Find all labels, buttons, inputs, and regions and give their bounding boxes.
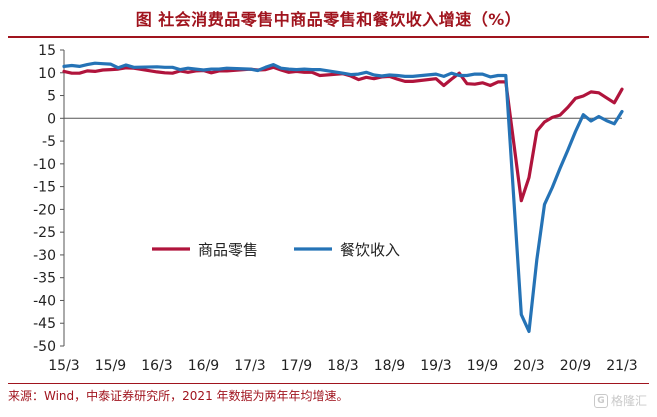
series-line-goods-retail: [62, 65, 624, 203]
y-tick-label: 15: [38, 43, 56, 59]
y-tick-label: 0: [47, 111, 56, 127]
x-tick-label: 16/3: [141, 358, 172, 374]
x-tick-label: 18/3: [327, 358, 358, 374]
legend-label: 商品零售: [198, 241, 258, 259]
title-rule: [8, 36, 649, 38]
x-tick-label: 16/9: [188, 358, 219, 374]
y-tick-label: -30: [33, 248, 56, 264]
x-tick-label: 20/3: [513, 358, 544, 374]
x-tick-label: 15/9: [95, 358, 126, 374]
y-tick-label: -5: [42, 134, 56, 150]
y-tick-label: -10: [33, 157, 56, 173]
x-tick-label: 21/3: [606, 358, 637, 374]
x-tick-label: 17/9: [281, 358, 312, 374]
watermark-text: 格隆汇: [610, 394, 647, 408]
chart-title: 图 社会消费品零售中商品零售和餐饮收入增速（%）: [135, 10, 522, 29]
chart-canvas: 15 10 5 0 -5 -10 -15 -20 -25 -30 -35 -40 -45 -50 15/3 1…: [33, 43, 638, 374]
y-tick-label: -45: [33, 316, 56, 332]
source-rule: [8, 383, 649, 384]
x-tick-label: 20/9: [560, 358, 591, 374]
series-line-catering-revenue: [62, 61, 624, 333]
legend-label: 餐饮收入: [340, 241, 400, 259]
x-tick-label: 19/9: [467, 358, 498, 374]
y-tick-label: -35: [33, 271, 56, 287]
x-tick-label: 19/3: [420, 358, 451, 374]
watermark-logo-icon: G: [593, 393, 608, 408]
x-tick-label: 17/3: [234, 358, 265, 374]
x-tick-label: 18/9: [374, 358, 405, 374]
source-note: 来源：Wind，中泰证券研究所，2021 年数据为两年年均增速。: [8, 389, 349, 403]
y-tick-label: -15: [33, 180, 56, 196]
y-tick-label: 10: [38, 66, 56, 82]
x-tick-label: 15/3: [48, 358, 79, 374]
y-tick-label: -40: [33, 293, 56, 309]
y-tick-label: -50: [33, 339, 56, 355]
y-tick-label: -25: [33, 225, 56, 241]
chart-title-bar: 图 社会消费品零售中商品零售和餐饮收入增速（%）: [0, 0, 657, 36]
watermark: G 格隆汇: [593, 392, 647, 409]
y-tick-label: -20: [33, 202, 56, 218]
y-tick-label: 5: [47, 89, 56, 105]
